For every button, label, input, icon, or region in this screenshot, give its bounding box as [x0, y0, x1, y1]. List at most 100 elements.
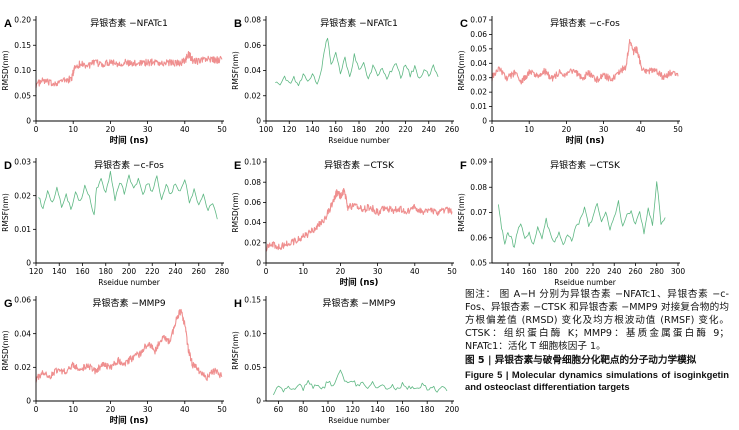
- x-tick-label: 240: [168, 267, 183, 276]
- y-tick-label: 0.02: [244, 91, 261, 100]
- panel-d: D 异银杏素 −c-Fos 120 140 160 180 200 220 240 260 280 0…: [0, 150, 235, 290]
- y-tick-label: 0.20: [14, 16, 31, 25]
- y-tick-label: 0: [256, 117, 261, 126]
- x-tick-label: 10: [298, 267, 308, 276]
- x-tick-label: 50: [217, 405, 227, 414]
- y-tick-label: 0: [482, 117, 487, 126]
- chart-e: E 异银杏素 −CTSK 0 10 20 30 40 50 0 0.02 0.04 0.06 0.08 0…: [231, 158, 457, 288]
- y-tick-label: 0.08: [470, 183, 487, 192]
- x-tick-label: 10: [524, 125, 534, 134]
- x-tick-label: 160: [522, 267, 537, 276]
- x-tick-label: 0: [264, 267, 269, 276]
- x-tick-label: 120: [29, 267, 44, 276]
- x-tick-label: 100: [259, 125, 274, 134]
- series-line: [38, 170, 218, 220]
- panel-g: G 异银杏素 −MMP9 0 10 20 30 40 50 0 0.02 0.04 0.06 时间 (n…: [0, 288, 235, 428]
- y-tick-label: 0.09: [470, 158, 487, 167]
- y-tick-label: 0.15: [14, 41, 31, 50]
- x-axis-label: 时间 (ns): [110, 415, 149, 426]
- x-tick-label: 200: [375, 125, 390, 134]
- y-axis-label: RMSD(nm): [1, 50, 10, 90]
- y-tick-label: 0.05: [470, 259, 487, 268]
- chart-title: 异银杏素 −NFATc1: [90, 17, 168, 29]
- y-tick-label: 0: [26, 117, 31, 126]
- x-tick-label: 200: [122, 267, 137, 276]
- x-tick-label: 240: [422, 125, 437, 134]
- x-tick-label: 100: [321, 405, 336, 414]
- x-axis-label: Rseidue number: [328, 136, 391, 145]
- x-tick-label: 180: [99, 267, 114, 276]
- chart-title: 异银杏素 −c-Fos: [94, 159, 164, 171]
- x-tick-label: 50: [447, 267, 457, 276]
- y-tick-label: 0: [26, 259, 31, 268]
- chart-c: C 异银杏素 −c-Fos 0 10 20 30 40 50 0 0.01 0.02 0.03 0.04…: [457, 16, 683, 146]
- x-tick-label: 20: [562, 125, 572, 134]
- panel-f: F 异银杏素 −CTSK 140 160 180 200 220 240 260 280 300 0.…: [456, 150, 691, 290]
- y-axis-label: RMSF(nm): [231, 51, 240, 90]
- x-tick-label: 30: [373, 267, 383, 276]
- x-tick-label: 50: [673, 125, 683, 134]
- series-line: [35, 50, 223, 89]
- y-tick-label: 0.01: [14, 225, 31, 234]
- x-tick-label: 140: [370, 405, 385, 414]
- y-axis-label: RMSD(nm): [1, 330, 10, 370]
- panel-c: C 异银杏素 −c-Fos 0 10 20 30 40 50 0 0.01 0.02 0.03 0.04…: [456, 8, 691, 148]
- y-tick-label: 0.06: [470, 233, 487, 242]
- y-tick-label: 0.07: [470, 16, 487, 25]
- x-tick-label: 160: [329, 125, 344, 134]
- x-tick-label: 40: [636, 125, 646, 134]
- y-tick-label: 0.02: [470, 88, 487, 97]
- x-tick-label: 140: [52, 267, 67, 276]
- x-tick-label: 200: [445, 405, 460, 414]
- chart-title: 异银杏素 −c-Fos: [550, 17, 620, 29]
- chart-b: B 异银杏素 −NFATc1 100 120 140 160 180 200 220 240 260…: [231, 16, 459, 145]
- x-tick-label: 0: [34, 405, 39, 414]
- panel-label: H: [234, 298, 242, 310]
- panel-e: E 异银杏素 −CTSK 0 10 20 30 40 50 0 0.02 0.04 0.06 0.08 0…: [230, 150, 465, 290]
- y-tick-label: 0.01: [470, 102, 487, 111]
- panel-label: B: [234, 18, 242, 30]
- chart-title: 异银杏素 −NFATc1: [320, 17, 398, 29]
- series-line: [265, 188, 453, 252]
- x-tick-label: 220: [398, 125, 413, 134]
- x-tick-label: 60: [274, 405, 284, 414]
- caption-note: 图注： 图 A−H 分别为异银杏素 −NFATc1、异银杏素 −c-Fos、异银…: [465, 289, 729, 352]
- series-line: [491, 39, 679, 85]
- x-tick-label: 30: [599, 125, 609, 134]
- y-tick-label: 0.08: [244, 16, 261, 25]
- x-tick-label: 220: [145, 267, 160, 276]
- y-tick-label: 0.04: [470, 59, 487, 68]
- x-tick-label: 30: [143, 125, 153, 134]
- x-tick-label: 160: [395, 405, 410, 414]
- x-tick-label: 50: [217, 125, 227, 134]
- x-axis-label: 时间 (ns): [340, 277, 379, 288]
- chart-a: A 异银杏素 −NFATc1 0 10 20 30 40 50 0 0.05 0.10 0.15 0.2…: [1, 16, 227, 146]
- panel-label: C: [460, 18, 468, 30]
- y-tick-label: 0.06: [244, 198, 261, 207]
- x-axis-label: Rseidue number: [98, 278, 161, 287]
- y-tick-label: 0.05: [470, 44, 487, 53]
- panel-label: E: [234, 160, 241, 172]
- y-tick-label: 0.05: [14, 91, 31, 100]
- y-tick-label: 0.06: [14, 296, 31, 305]
- series-line: [498, 181, 666, 248]
- panel-b: B 异银杏素 −NFATc1 100 120 140 160 180 200 220 240 260…: [230, 8, 465, 148]
- x-tick-label: 220: [586, 267, 601, 276]
- chart-d: D 异银杏素 −c-Fos 120 140 160 180 200 220 240 260 280 0…: [1, 158, 230, 287]
- y-tick-label: 0.02: [14, 363, 31, 372]
- series-line: [35, 308, 223, 383]
- y-tick-label: 0.08: [244, 178, 261, 187]
- x-tick-label: 280: [215, 267, 230, 276]
- y-tick-label: 0.06: [470, 30, 487, 39]
- y-axis-label: RMSF(nm): [231, 331, 240, 370]
- x-tick-label: 120: [282, 125, 297, 134]
- chart-title: 异银杏素 −MMP9: [92, 297, 165, 309]
- x-tick-label: 40: [180, 125, 190, 134]
- chart-h: H 异银杏素 −MMP9 60 80 100 120 140 160 180 200 0 0.05 0.…: [231, 296, 460, 425]
- y-tick-label: 0: [256, 259, 261, 268]
- panel-label: G: [4, 298, 13, 310]
- series-line: [275, 37, 439, 87]
- y-tick-label: 0.04: [14, 329, 31, 338]
- panel-label: F: [460, 160, 467, 172]
- y-tick-label: 0: [256, 397, 261, 406]
